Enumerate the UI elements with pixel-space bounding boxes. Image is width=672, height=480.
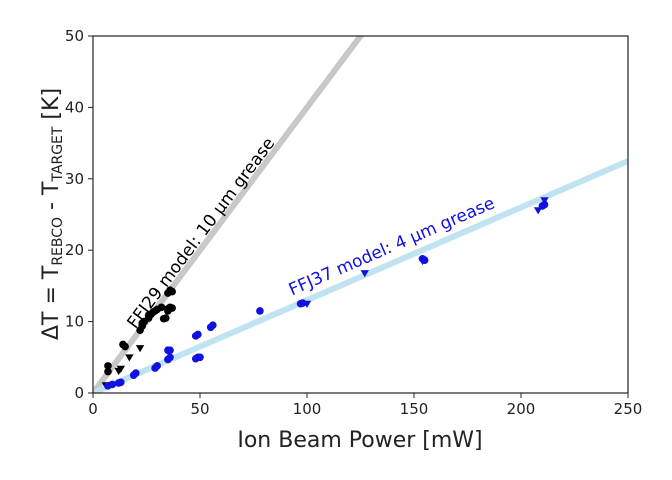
- data-point-triangle: [116, 365, 126, 373]
- x-tick-label: 200: [507, 400, 536, 418]
- model-lines: [93, 36, 628, 393]
- x-tick-label: 250: [614, 400, 643, 418]
- data-point-triangle: [360, 270, 369, 278]
- data-point-circle: [132, 369, 140, 377]
- data-point-circle: [121, 342, 129, 351]
- y-tick-label: 0: [74, 384, 84, 402]
- y-tick-label: 30: [65, 170, 84, 188]
- data-point-triangle: [302, 300, 312, 308]
- x-axis-label: Ion Beam Power [mW]: [237, 428, 482, 453]
- y-label-sub-target: TARGET: [50, 126, 66, 182]
- data-point-circle: [117, 378, 125, 387]
- data-point-circle: [157, 303, 166, 312]
- data-points: [101, 197, 549, 390]
- data-point-circle: [168, 304, 176, 312]
- y-tick-label: 40: [65, 98, 84, 116]
- y-label-suffix: [K]: [39, 88, 64, 127]
- data-point-triangle: [135, 345, 145, 353]
- ffj29-model-line: [93, 36, 365, 393]
- ffj29-model-annotation: FFJ29 model: 10 μm grease: [124, 134, 280, 333]
- y-tick-label: 50: [65, 27, 84, 45]
- x-tick-label: 0: [88, 400, 98, 418]
- data-point-circle: [104, 367, 112, 376]
- y-axis-label: ΔT = TREBCO - TTARGET [K]: [39, 88, 66, 340]
- data-point-circle: [108, 380, 117, 389]
- data-point-circle: [166, 353, 174, 362]
- data-point-triangle: [418, 257, 427, 266]
- data-point-circle: [196, 353, 204, 362]
- data-point-circle: [256, 307, 264, 315]
- data-point-triangle: [540, 197, 549, 205]
- y-label-mid: - T: [39, 181, 64, 217]
- data-point-triangle: [533, 207, 543, 215]
- ffj37-model-annotation: FFJ37 model: 4 μm grease: [286, 193, 498, 300]
- data-point-circle: [104, 362, 112, 370]
- data-point-triangle: [125, 354, 134, 362]
- plot-frame: [92, 35, 629, 394]
- data-point-circle: [153, 362, 161, 370]
- x-tick-label: 100: [293, 400, 322, 418]
- data-point-circle: [166, 346, 174, 354]
- x-tick-label: 150: [400, 400, 429, 418]
- data-point-circle: [194, 330, 202, 339]
- y-label-sub-rebco: REBCO: [50, 217, 66, 266]
- y-tick-label: 20: [65, 241, 84, 259]
- data-point-circle: [209, 321, 217, 329]
- x-tick-label: 50: [190, 400, 209, 418]
- data-point-circle: [161, 314, 170, 322]
- y-tick-label: 10: [65, 313, 84, 331]
- data-point-circle: [540, 200, 549, 209]
- axis-ticks: 0 50 100 150 200 250 0 10 20 30 40 50: [65, 27, 642, 418]
- data-point-circle: [168, 287, 176, 296]
- y-label-prefix: ΔT = T: [39, 265, 64, 340]
- ffj37-model-line: [93, 158, 628, 393]
